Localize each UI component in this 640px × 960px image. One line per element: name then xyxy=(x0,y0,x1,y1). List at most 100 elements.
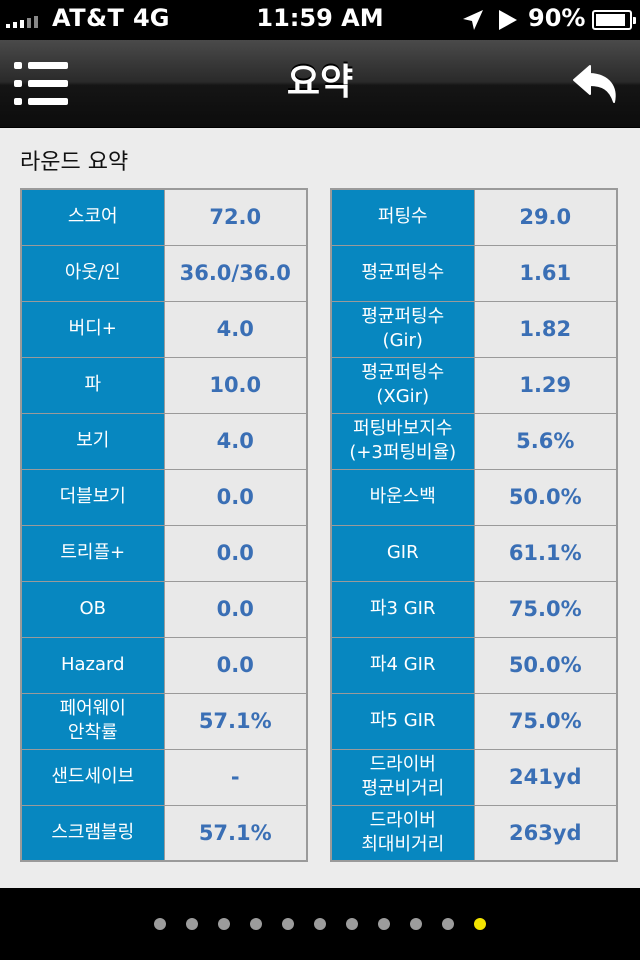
stat-label: OB xyxy=(20,580,165,638)
stat-label: 스코어 xyxy=(20,188,165,246)
table-row: 파4 GIR 50.0% xyxy=(330,636,618,694)
stat-value: 0.0 xyxy=(163,636,308,694)
stat-value: 29.0 xyxy=(473,188,618,246)
stat-value: 0.0 xyxy=(163,580,308,638)
stat-label: 바운스백 xyxy=(330,468,475,526)
stat-value: 5.6% xyxy=(473,412,618,470)
menu-button[interactable] xyxy=(14,60,72,108)
stat-value: 0.0 xyxy=(163,524,308,582)
navigation-bar: 요약 xyxy=(0,40,640,128)
table-row: 스크램블링 57.1% xyxy=(20,804,308,862)
table-row: OB 0.0 xyxy=(20,580,308,638)
table-row: 파5 GIR 75.0% xyxy=(330,692,618,750)
page-dot[interactable] xyxy=(250,918,262,930)
stat-value: 50.0% xyxy=(473,468,618,526)
battery-percent: 90% xyxy=(528,4,586,32)
stat-label: 파4 GIR xyxy=(330,636,475,694)
stat-label: 드라이버 평균비거리 xyxy=(330,748,475,806)
page-indicator xyxy=(0,888,640,960)
stat-value: 50.0% xyxy=(473,636,618,694)
stat-label: 퍼팅수 xyxy=(330,188,475,246)
stat-label: GIR xyxy=(330,524,475,582)
stat-label: 드라이버 최대비거리 xyxy=(330,804,475,862)
table-row: 더블보기 0.0 xyxy=(20,468,308,526)
stat-label: 파5 GIR xyxy=(330,692,475,750)
stat-value: 57.1% xyxy=(163,692,308,750)
section-title: 라운드 요약 xyxy=(20,150,129,175)
page-dot[interactable] xyxy=(314,918,326,930)
stat-label: 페어웨이 안착률 xyxy=(20,692,165,750)
battery-icon xyxy=(592,10,636,30)
stat-label: 파 xyxy=(20,356,165,414)
page-dot[interactable] xyxy=(154,918,166,930)
page-dot[interactable] xyxy=(378,918,390,930)
table-row: 샌드세이브 - xyxy=(20,748,308,806)
stat-label: 샌드세이브 xyxy=(20,748,165,806)
table-row: 퍼팅수 29.0 xyxy=(330,188,618,246)
stat-value: 241yd xyxy=(473,748,618,806)
page-title: 요약 xyxy=(286,62,354,103)
stat-value: 4.0 xyxy=(163,412,308,470)
table-row: 평균퍼팅수 1.61 xyxy=(330,244,618,302)
stat-value: 10.0 xyxy=(163,356,308,414)
clock: 11:59 AM xyxy=(256,4,384,32)
stat-value: 1.82 xyxy=(473,300,618,358)
page-dot[interactable] xyxy=(410,918,422,930)
stat-label: 퍼팅바보지수 (+3퍼팅비율) xyxy=(330,412,475,470)
table-row: 파 10.0 xyxy=(20,356,308,414)
stat-value: - xyxy=(163,748,308,806)
table-row: GIR 61.1% xyxy=(330,524,618,582)
stat-label: 평균퍼팅수 (Gir) xyxy=(330,300,475,358)
stat-value: 4.0 xyxy=(163,300,308,358)
stat-label: 파3 GIR xyxy=(330,580,475,638)
stat-value: 0.0 xyxy=(163,468,308,526)
stat-label: 보기 xyxy=(20,412,165,470)
stat-value: 263yd xyxy=(473,804,618,862)
stat-label: 아웃/인 xyxy=(20,244,165,302)
table-row: 아웃/인 36.0/36.0 xyxy=(20,244,308,302)
putting-stats-table-right: 퍼팅수 29.0 평균퍼팅수 1.61 평균퍼팅수 (Gir) 1.82 평균퍼팅수 (XG… xyxy=(330,188,618,862)
page-dot[interactable] xyxy=(346,918,358,930)
stat-label: Hazard xyxy=(20,636,165,694)
table-row: 페어웨이 안착률 57.1% xyxy=(20,692,308,750)
play-icon xyxy=(499,10,517,30)
status-bar: AT&T 4G 11:59 AM 90% xyxy=(0,0,640,40)
table-row: 드라이버 최대비거리 263yd xyxy=(330,804,618,862)
table-row: 드라이버 평균비거리 241yd xyxy=(330,748,618,806)
stat-value: 72.0 xyxy=(163,188,308,246)
table-row: 스코어 72.0 xyxy=(20,188,308,246)
table-row: 트리플+ 0.0 xyxy=(20,524,308,582)
summary-content: 라운드 요약 스코어 72.0 아웃/인 36.0/36.0 버디+ 4.0 파 10.0 보기… xyxy=(0,128,640,888)
round-stats-table-left: 스코어 72.0 아웃/인 36.0/36.0 버디+ 4.0 파 10.0 보기 4.0 더블보기… xyxy=(20,188,308,862)
stat-label: 트리플+ xyxy=(20,524,165,582)
list-menu-icon xyxy=(14,62,68,69)
page-dot-active[interactable] xyxy=(474,918,486,930)
table-row: 파3 GIR 75.0% xyxy=(330,580,618,638)
stat-value: 36.0/36.0 xyxy=(163,244,308,302)
stat-label: 평균퍼팅수 xyxy=(330,244,475,302)
table-row: 보기 4.0 xyxy=(20,412,308,470)
stat-value: 75.0% xyxy=(473,580,618,638)
location-arrow-icon xyxy=(463,10,483,30)
stat-label: 버디+ xyxy=(20,300,165,358)
signal-strength-icon xyxy=(6,14,38,28)
table-row: 퍼팅바보지수 (+3퍼팅비율) 5.6% xyxy=(330,412,618,470)
stat-value: 1.29 xyxy=(473,356,618,414)
stat-label: 평균퍼팅수 (XGir) xyxy=(330,356,475,414)
stat-value: 1.61 xyxy=(473,244,618,302)
stat-label: 스크램블링 xyxy=(20,804,165,862)
stat-value: 75.0% xyxy=(473,692,618,750)
stat-label: 더블보기 xyxy=(20,468,165,526)
page-dot[interactable] xyxy=(186,918,198,930)
page-dot[interactable] xyxy=(218,918,230,930)
back-arrow-icon[interactable] xyxy=(570,62,624,108)
table-row: Hazard 0.0 xyxy=(20,636,308,694)
table-row: 평균퍼팅수 (XGir) 1.29 xyxy=(330,356,618,414)
page-dot[interactable] xyxy=(442,918,454,930)
stat-value: 57.1% xyxy=(163,804,308,862)
page-dot[interactable] xyxy=(282,918,294,930)
table-row: 평균퍼팅수 (Gir) 1.82 xyxy=(330,300,618,358)
table-row: 버디+ 4.0 xyxy=(20,300,308,358)
carrier-name: AT&T xyxy=(52,4,125,32)
table-row: 바운스백 50.0% xyxy=(330,468,618,526)
